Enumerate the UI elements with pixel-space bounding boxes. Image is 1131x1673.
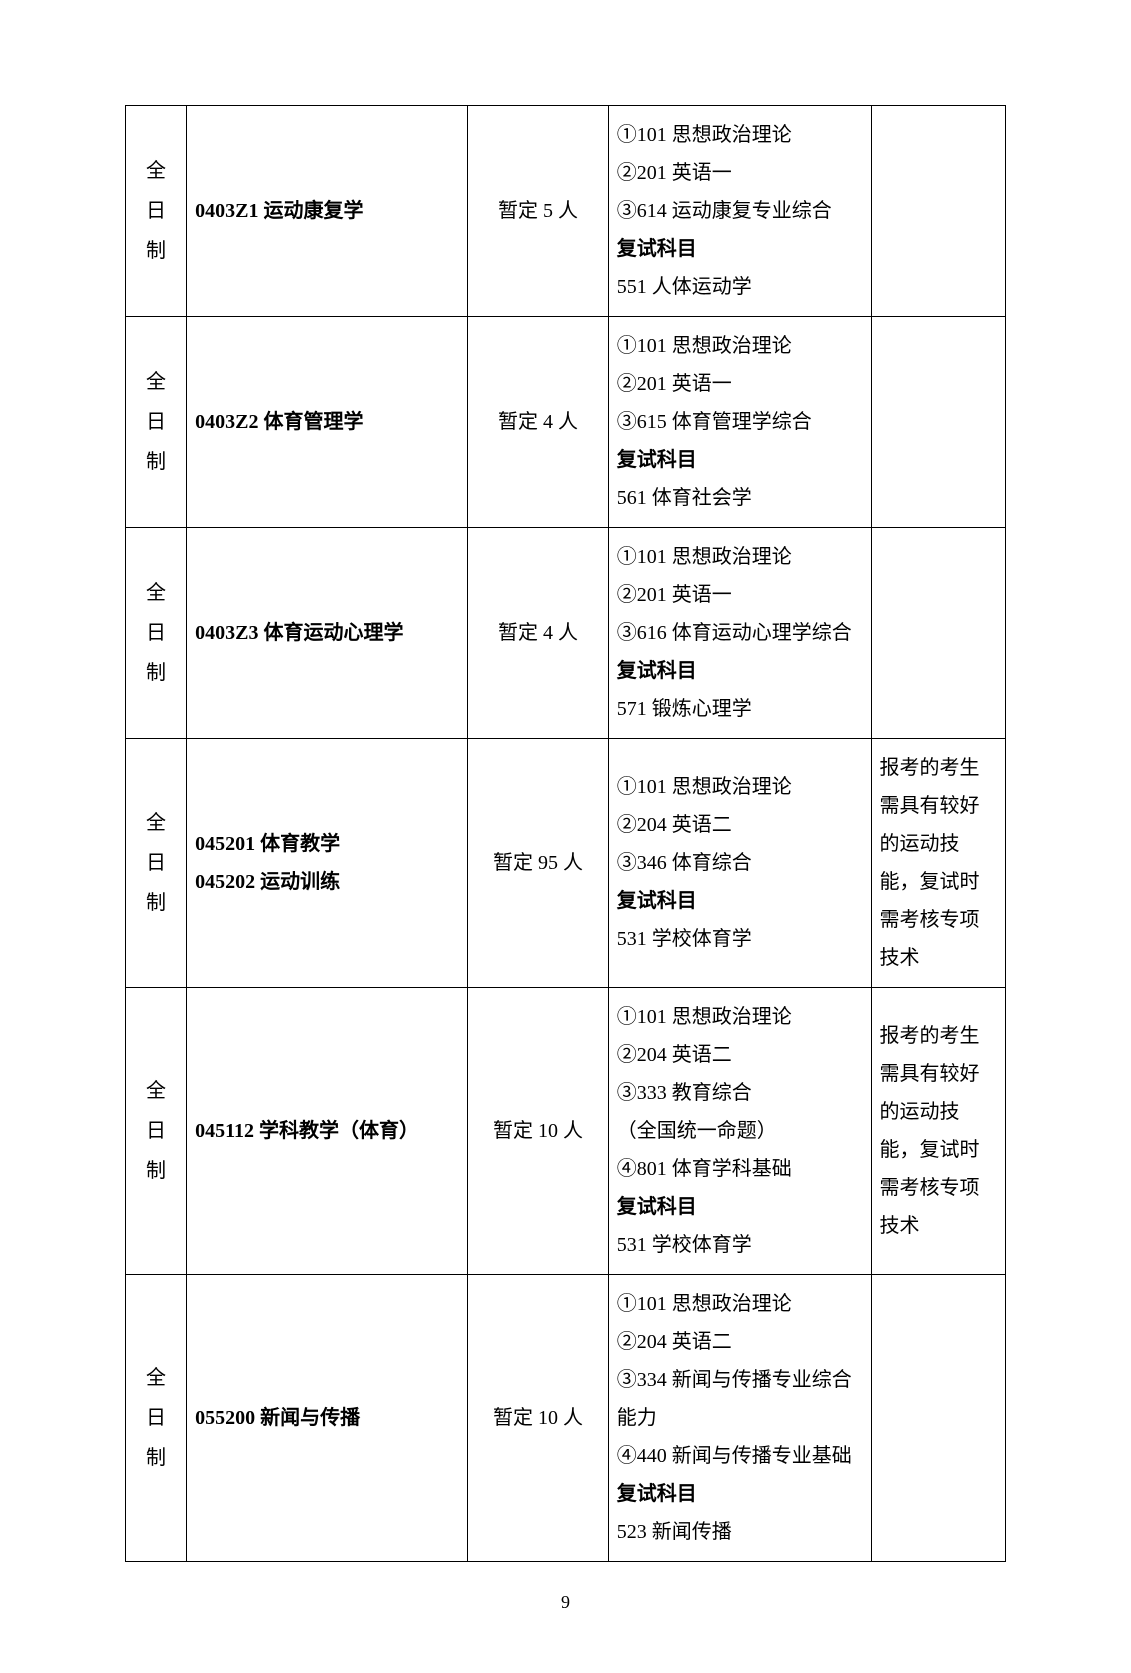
major-line: 0403Z3 体育运动心理学 — [195, 614, 459, 652]
subject-line: ①101 思想政治理论 — [617, 1285, 863, 1323]
table-row: 全日制 0403Z2 体育管理学暂定 4 人①101 思想政治理论②201 英语一… — [126, 317, 1006, 528]
subject-section-header: 复试科目 — [617, 652, 863, 690]
note-cell — [871, 528, 1005, 739]
subject-line: ①101 思想政治理论 — [617, 998, 863, 1036]
subject-section-header: 复试科目 — [617, 882, 863, 920]
quota-cell: 暂定 10 人 — [468, 988, 609, 1275]
study-type-cell: 全日制 — [126, 1275, 187, 1562]
study-type-cell: 全日制 — [126, 317, 187, 528]
study-type-cell: 全日制 — [126, 528, 187, 739]
subject-line: ③333 教育综合 — [617, 1074, 863, 1112]
table-row: 全日制 045112 学科教学（体育）暂定 10 人①101 思想政治理论②204… — [126, 988, 1006, 1275]
subject-line: ②201 英语一 — [617, 576, 863, 614]
subject-section-header: 复试科目 — [617, 1475, 863, 1513]
study-type-label: 全日制 — [146, 362, 166, 482]
subject-line: ③614 运动康复专业综合 — [617, 192, 863, 230]
major-cell: 0403Z1 运动康复学 — [187, 106, 468, 317]
note-cell: 报考的考生需具有较好的运动技能，复试时需考核专项技术 — [871, 988, 1005, 1275]
study-type-cell: 全日制 — [126, 739, 187, 988]
table-row: 全日制 0403Z3 体育运动心理学暂定 4 人①101 思想政治理论②201 英… — [126, 528, 1006, 739]
subject-line: ③334 新闻与传播专业综合能力 — [617, 1361, 863, 1437]
table-row: 全日制 0403Z1 运动康复学暂定 5 人①101 思想政治理论②201 英语一… — [126, 106, 1006, 317]
major-line: 045202 运动训练 — [195, 863, 459, 901]
subject-line: ③616 体育运动心理学综合 — [617, 614, 863, 652]
subjects-cell: ①101 思想政治理论②204 英语二③333 教育综合（全国统一命题）④801… — [608, 988, 871, 1275]
subject-line: ①101 思想政治理论 — [617, 327, 863, 365]
subjects-cell: ①101 思想政治理论②204 英语二③346 体育综合复试科目531 学校体育… — [608, 739, 871, 988]
major-line: 0403Z2 体育管理学 — [195, 403, 459, 441]
quota-cell: 暂定 95 人 — [468, 739, 609, 988]
subject-line: ③346 体育综合 — [617, 844, 863, 882]
subjects-cell: ①101 思想政治理论②204 英语二③334 新闻与传播专业综合能力④440 … — [608, 1275, 871, 1562]
quota-cell: 暂定 4 人 — [468, 528, 609, 739]
note-cell — [871, 1275, 1005, 1562]
study-type-label: 全日制 — [146, 151, 166, 271]
subject-line: ①101 思想政治理论 — [617, 538, 863, 576]
major-cell: 0403Z3 体育运动心理学 — [187, 528, 468, 739]
major-cell: 045112 学科教学（体育） — [187, 988, 468, 1275]
major-cell: 055200 新闻与传播 — [187, 1275, 468, 1562]
subject-line: 551 人体运动学 — [617, 268, 863, 306]
table-body: 全日制0403Z1 运动康复学暂定 5 人①101 思想政治理论②201 英语一… — [126, 106, 1006, 1562]
catalog-table: 全日制0403Z1 运动康复学暂定 5 人①101 思想政治理论②201 英语一… — [125, 105, 1006, 1562]
page-number: 9 — [125, 1592, 1006, 1613]
major-cell: 0403Z2 体育管理学 — [187, 317, 468, 528]
subject-line: ④801 体育学科基础 — [617, 1150, 863, 1188]
quota-cell: 暂定 4 人 — [468, 317, 609, 528]
study-type-label: 全日制 — [146, 1358, 166, 1478]
major-line: 045112 学科教学（体育） — [195, 1112, 459, 1150]
study-type-label: 全日制 — [146, 803, 166, 923]
subject-line: ①101 思想政治理论 — [617, 768, 863, 806]
subject-line: 571 锻炼心理学 — [617, 690, 863, 728]
table-row: 全日制 055200 新闻与传播暂定 10 人①101 思想政治理论②204 英语… — [126, 1275, 1006, 1562]
subject-line: 531 学校体育学 — [617, 920, 863, 958]
subject-line: ①101 思想政治理论 — [617, 116, 863, 154]
subject-line: ④440 新闻与传播专业基础 — [617, 1437, 863, 1475]
subject-section-header: 复试科目 — [617, 230, 863, 268]
subjects-cell: ①101 思想政治理论②201 英语一③615 体育管理学综合复试科目561 体… — [608, 317, 871, 528]
note-cell — [871, 106, 1005, 317]
subject-line: ②204 英语二 — [617, 1323, 863, 1361]
study-type-cell: 全日制 — [126, 106, 187, 317]
subject-line: ③615 体育管理学综合 — [617, 403, 863, 441]
major-line: 0403Z1 运动康复学 — [195, 192, 459, 230]
quota-cell: 暂定 5 人 — [468, 106, 609, 317]
study-type-label: 全日制 — [146, 1071, 166, 1191]
major-line: 045201 体育教学 — [195, 825, 459, 863]
table-row: 全日制 045201 体育教学045202 运动训练暂定 95 人①101 思想政… — [126, 739, 1006, 988]
subject-section-header: 复试科目 — [617, 1188, 863, 1226]
quota-cell: 暂定 10 人 — [468, 1275, 609, 1562]
major-line: 055200 新闻与传播 — [195, 1399, 459, 1437]
subject-line: （全国统一命题） — [617, 1112, 863, 1150]
major-cell: 045201 体育教学045202 运动训练 — [187, 739, 468, 988]
subjects-cell: ①101 思想政治理论②201 英语一③614 运动康复专业综合复试科目551 … — [608, 106, 871, 317]
subject-line: 523 新闻传播 — [617, 1513, 863, 1551]
subject-line: ②204 英语二 — [617, 806, 863, 844]
subject-line: 531 学校体育学 — [617, 1226, 863, 1264]
subject-line: 561 体育社会学 — [617, 479, 863, 517]
note-cell: 报考的考生需具有较好的运动技能，复试时需考核专项技术 — [871, 739, 1005, 988]
document-page: 全日制0403Z1 运动康复学暂定 5 人①101 思想政治理论②201 英语一… — [0, 0, 1131, 1673]
note-cell — [871, 317, 1005, 528]
subject-line: ②201 英语一 — [617, 154, 863, 192]
subject-line: ②201 英语一 — [617, 365, 863, 403]
subjects-cell: ①101 思想政治理论②201 英语一③616 体育运动心理学综合复试科目571… — [608, 528, 871, 739]
study-type-cell: 全日制 — [126, 988, 187, 1275]
subject-section-header: 复试科目 — [617, 441, 863, 479]
subject-line: ②204 英语二 — [617, 1036, 863, 1074]
study-type-label: 全日制 — [146, 573, 166, 693]
